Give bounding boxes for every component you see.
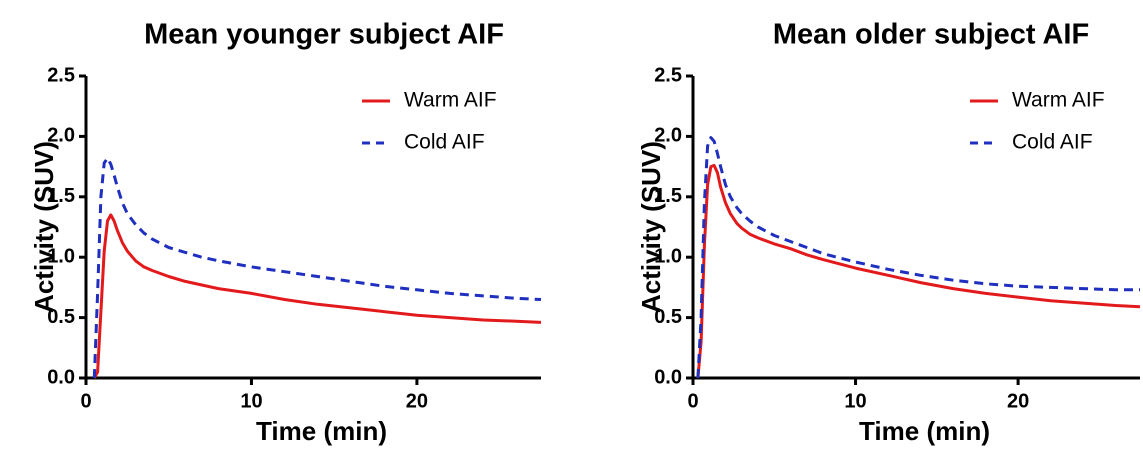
x-tick-label: 0	[687, 390, 698, 412]
y-tick-label: 0.5	[47, 306, 75, 328]
y-axis-title: Activity (SUV)	[29, 141, 59, 313]
series-line-warm-aif	[92, 213, 542, 379]
y-axis-title: Activity (SUV)	[636, 141, 666, 313]
series-line-cold-aif	[696, 136, 1140, 379]
chart-title: Mean younger subject AIF	[144, 19, 504, 51]
legend-label: Cold AIF	[404, 131, 485, 154]
x-tick-label: 20	[406, 390, 428, 412]
series-line-warm-aif	[696, 163, 1141, 379]
chart-title: Mean older subject AIF	[773, 19, 1089, 51]
legend-label: Cold AIF	[1012, 131, 1093, 154]
chart-panel-2: Mean older subject AIF 0.0 0.5 1.0 1.5 2.0 2.5…	[636, 19, 1141, 446]
x-axis-title: Time (min)	[256, 416, 387, 446]
y-tick-label: 2.0	[654, 125, 682, 147]
y-tick-label: 0.0	[654, 366, 682, 388]
x-axis-title: Time (min)	[859, 416, 990, 446]
y-tick-label: 1.0	[47, 245, 75, 267]
x-tick-label: 10	[240, 390, 262, 412]
y-tick-label: 0.0	[47, 366, 75, 388]
y-tick-label: 1.5	[47, 185, 75, 207]
legend-label: Warm AIF	[404, 89, 497, 112]
y-tick-label: 0.5	[654, 306, 682, 328]
legend-label: Warm AIF	[1012, 89, 1105, 112]
x-tick-label: 10	[844, 390, 866, 412]
y-tick-label: 1.0	[654, 245, 682, 267]
y-tick-label: 2.5	[47, 64, 75, 86]
y-tick-label: 1.5	[654, 185, 682, 207]
chart-panel-1: Mean younger subject AIF 0.0 0.5 1.0 1.5 2.0 2…	[29, 19, 542, 446]
y-tick-label: 2.0	[47, 125, 75, 147]
x-tick-label: 0	[80, 390, 91, 412]
y-tick-label: 2.5	[654, 64, 682, 86]
x-tick-label: 20	[1007, 390, 1029, 412]
series-line-cold-aif	[92, 156, 542, 379]
